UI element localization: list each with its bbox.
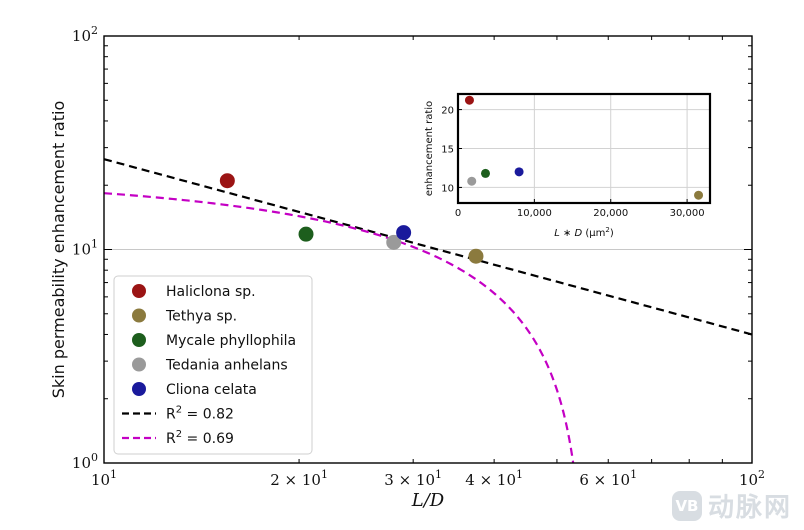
inset-x-axis-label: L ∗ D (μm2) bbox=[554, 226, 614, 239]
inset-y-tick-label: 10 bbox=[441, 183, 454, 194]
x-tick-base: 10 bbox=[416, 471, 435, 489]
inset-point-haliclona-sp bbox=[464, 95, 474, 105]
x-tick-times: × bbox=[280, 471, 302, 489]
inset-y-tick-label: 15 bbox=[441, 145, 454, 156]
legend-label: Haliclona sp. bbox=[166, 284, 256, 300]
x-tick-exponent: 1 bbox=[516, 468, 523, 481]
y-tick-label: 102 bbox=[72, 24, 98, 45]
inset-point-tedania-anhelans bbox=[467, 176, 477, 186]
legend-label: R2 = 0.82 bbox=[166, 405, 234, 423]
y-axis-label: Skin permeability enhancement ratio bbox=[49, 101, 68, 398]
x-tick-base: 10 bbox=[91, 471, 110, 489]
inset-point-tethya-sp bbox=[694, 190, 704, 200]
x-tick-base: 10 bbox=[302, 471, 321, 489]
inset-point-cliona-celata bbox=[514, 167, 524, 177]
y-tick-label: 100 bbox=[72, 451, 98, 472]
x-tick-label: 102 bbox=[739, 468, 765, 489]
inset-y-axis-label: enhancement ratio bbox=[424, 101, 435, 196]
x-axis-label: L/D bbox=[411, 490, 445, 511]
y-tick-base: 10 bbox=[72, 241, 91, 259]
x-tick-exponent: 1 bbox=[110, 468, 117, 481]
y-tick-exponent: 2 bbox=[91, 24, 98, 37]
data-point-haliclona-sp bbox=[219, 173, 235, 189]
inset-x-tick-label: 20,000 bbox=[593, 208, 628, 219]
legend-label: Tethya sp. bbox=[165, 309, 237, 325]
inset-x-tick-label: 10,000 bbox=[517, 208, 552, 219]
watermark-badge: VB bbox=[671, 490, 702, 521]
data-point-tedania-anhelans bbox=[386, 234, 402, 250]
inset-point-mycale-phyllophila bbox=[480, 168, 490, 178]
legend-r: R bbox=[166, 407, 176, 423]
x-tick-exponent: 1 bbox=[321, 468, 328, 481]
y-tick-base: 10 bbox=[72, 27, 91, 45]
x-tick-base: 10 bbox=[497, 471, 516, 489]
x-tick-base: 10 bbox=[739, 471, 758, 489]
x-tick-mantissa: 4 bbox=[465, 471, 475, 489]
x-tick-exponent: 1 bbox=[630, 468, 637, 481]
legend-marker bbox=[132, 308, 146, 323]
x-tick-exponent: 2 bbox=[758, 468, 765, 481]
x-tick-mantissa: 3 bbox=[384, 471, 394, 489]
inset-x-tick-label: 30,000 bbox=[670, 208, 705, 219]
x-tick-base: 10 bbox=[611, 471, 630, 489]
legend-marker bbox=[132, 382, 146, 396]
inset-y-tick-label: 20 bbox=[441, 106, 454, 117]
inset-x-tick-label: 0 bbox=[455, 208, 461, 219]
x-tick-exponent: 1 bbox=[435, 468, 442, 481]
legend-label: Tedania anhelans bbox=[165, 358, 288, 374]
legend-r: R bbox=[166, 431, 176, 447]
watermark: VB 动脉网 bbox=[671, 487, 792, 524]
x-tick-times: × bbox=[475, 471, 497, 489]
x-tick-mantissa: 6 bbox=[579, 471, 589, 489]
x-tick-label: 6 × 101 bbox=[579, 468, 637, 489]
legend-r-exponent: 2 bbox=[176, 405, 182, 416]
y-tick-base: 10 bbox=[72, 454, 91, 472]
inset-x-label-exponent: 2 bbox=[605, 226, 609, 234]
legend-label: R2 = 0.69 bbox=[166, 429, 234, 447]
y-tick-exponent: 1 bbox=[91, 238, 98, 251]
inset-x-label-unit: (μm bbox=[582, 228, 605, 239]
legend-r-value: = 0.69 bbox=[182, 431, 234, 447]
x-tick-times: × bbox=[589, 471, 611, 489]
legend-marker bbox=[132, 357, 146, 372]
y-tick-label: 101 bbox=[72, 238, 98, 259]
legend-box bbox=[113, 275, 313, 455]
fit-line-r2-069 bbox=[103, 192, 575, 464]
data-point-cliona-celata bbox=[396, 225, 412, 241]
legend-label: Cliona celata bbox=[166, 382, 257, 398]
legend-r-exponent: 2 bbox=[176, 429, 182, 440]
x-tick-times: × bbox=[394, 471, 416, 489]
x-tick-label: 2 × 101 bbox=[270, 468, 328, 489]
legend-marker bbox=[132, 284, 146, 298]
y-tick-exponent: 0 bbox=[91, 451, 98, 464]
legend-label: Mycale phyllophila bbox=[166, 333, 296, 349]
fit-line-r2-082 bbox=[103, 158, 753, 336]
watermark-text: 动脉网 bbox=[707, 493, 792, 523]
legend-marker bbox=[132, 333, 146, 347]
inset-x-label-close: ) bbox=[610, 228, 614, 239]
data-point-mycale-phyllophila bbox=[298, 226, 314, 242]
data-point-tethya-sp bbox=[468, 248, 484, 264]
legend-r-value: = 0.82 bbox=[182, 407, 234, 423]
x-tick-mantissa: 2 bbox=[270, 471, 280, 489]
x-tick-label: 4 × 101 bbox=[465, 468, 523, 489]
x-tick-label: 3 × 101 bbox=[384, 468, 442, 489]
x-tick-label: 101 bbox=[91, 468, 117, 489]
inset-x-label-lead: L ∗ D bbox=[554, 228, 582, 239]
